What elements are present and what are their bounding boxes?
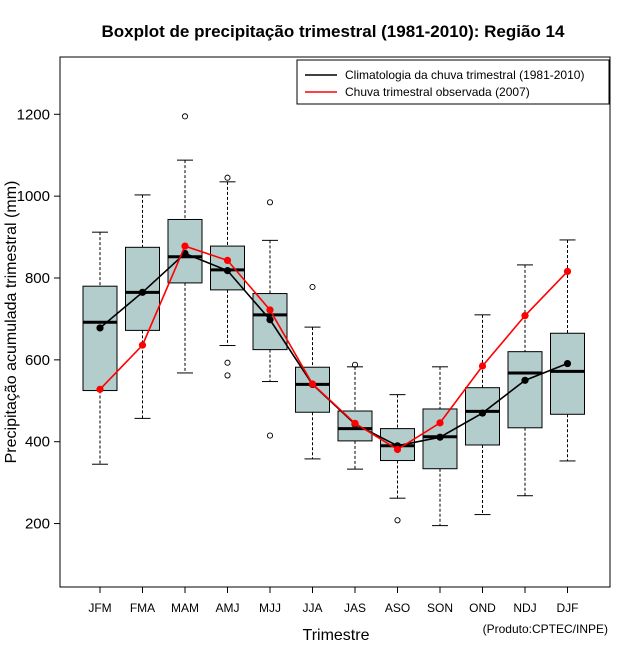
plot-area: 200 400 600 800 1000 1200 JFM FMA MAM AMJ MJJ JJA JA… bbox=[17, 56, 611, 615]
series-line-observed bbox=[99, 245, 569, 451]
outlier-point bbox=[266, 432, 274, 439]
series-point-climatology bbox=[138, 288, 147, 296]
series-point-observed bbox=[181, 242, 189, 250]
outlier-point bbox=[351, 361, 359, 368]
series-point-climatology bbox=[436, 433, 444, 441]
series-point-climatology bbox=[223, 267, 232, 275]
x-tick-label-son: SON bbox=[427, 601, 453, 615]
credit-text: (Produto:CPTEC/INPE) bbox=[483, 622, 608, 636]
x-tick-label-djf: DJF bbox=[557, 601, 579, 615]
x-tick-label-jas: JAS bbox=[344, 601, 366, 615]
outlier-point bbox=[224, 359, 231, 366]
box-fma bbox=[125, 194, 160, 419]
box-aso bbox=[380, 394, 415, 524]
x-tick-label-amj: AMJ bbox=[216, 601, 240, 615]
series-point-observed bbox=[138, 341, 147, 349]
series-point-climatology bbox=[563, 359, 572, 368]
box-iqr bbox=[465, 387, 500, 446]
outlier-point bbox=[309, 283, 316, 291]
chart-title: Boxplot de precipitação trimestral (1981… bbox=[102, 22, 565, 41]
y-tick-label: 1000 bbox=[17, 188, 50, 205]
x-tick-label-jja: JJA bbox=[302, 601, 322, 615]
outlier-point bbox=[224, 372, 231, 379]
series-point-climatology bbox=[521, 376, 529, 384]
y-tick-label: 1200 bbox=[17, 106, 50, 123]
series-point-observed bbox=[436, 419, 444, 427]
series-point-observed bbox=[563, 267, 572, 276]
outlier-point bbox=[181, 113, 189, 120]
outlier-point bbox=[224, 174, 231, 181]
series-point-observed bbox=[521, 312, 529, 320]
series-point-observed bbox=[266, 306, 274, 314]
x-tick-label-ndj: NDJ bbox=[513, 601, 536, 615]
series-point-climatology bbox=[478, 409, 487, 417]
x-tick-label-fma: FMA bbox=[130, 601, 155, 615]
legend: Climatologia da chuva trimestral (1981-2… bbox=[296, 59, 610, 105]
box-amj bbox=[210, 174, 245, 379]
series-point-observed bbox=[308, 380, 317, 388]
x-tick-label-mjj: MJJ bbox=[259, 601, 281, 615]
box-jas bbox=[337, 361, 373, 470]
legend-box bbox=[296, 59, 610, 105]
legend-label-climatology: Climatologia da chuva trimestral (1981-2… bbox=[345, 68, 584, 82]
series-point-climatology bbox=[266, 316, 274, 324]
box-iqr bbox=[337, 410, 373, 442]
box-iqr bbox=[295, 366, 330, 413]
x-tick-label-aso: ASO bbox=[385, 601, 410, 615]
series-point-observed bbox=[478, 362, 487, 370]
series-point-climatology bbox=[96, 324, 104, 332]
series-point-observed bbox=[96, 385, 104, 393]
x-axis-label: Trimestre bbox=[303, 627, 370, 644]
box-iqr bbox=[550, 332, 585, 415]
y-tick-label: 800 bbox=[25, 270, 50, 287]
outlier-point bbox=[394, 517, 401, 524]
x-tick-label-mam: MAM bbox=[171, 601, 199, 615]
y-tick-label: 400 bbox=[25, 434, 50, 451]
legend-label-observed: Chuva trimestral observada (2007) bbox=[345, 85, 530, 99]
series-point-observed bbox=[393, 445, 402, 454]
y-tick-label: 200 bbox=[25, 516, 50, 533]
x-tick-label-jfm: JFM bbox=[88, 601, 111, 615]
box-jfm bbox=[82, 231, 118, 465]
box-djf bbox=[550, 239, 585, 462]
x-tick-label-ond: OND bbox=[469, 601, 496, 615]
series-point-observed bbox=[223, 256, 232, 265]
box-iqr bbox=[82, 285, 118, 392]
y-tick-label: 600 bbox=[25, 352, 50, 369]
series-point-observed bbox=[351, 419, 359, 427]
box-jja bbox=[295, 283, 330, 460]
plot-frame bbox=[59, 56, 611, 588]
outlier-point bbox=[266, 199, 274, 206]
y-axis-label: Precipitação acumulada trimestral (mm) bbox=[3, 181, 20, 464]
box-son bbox=[422, 366, 458, 527]
